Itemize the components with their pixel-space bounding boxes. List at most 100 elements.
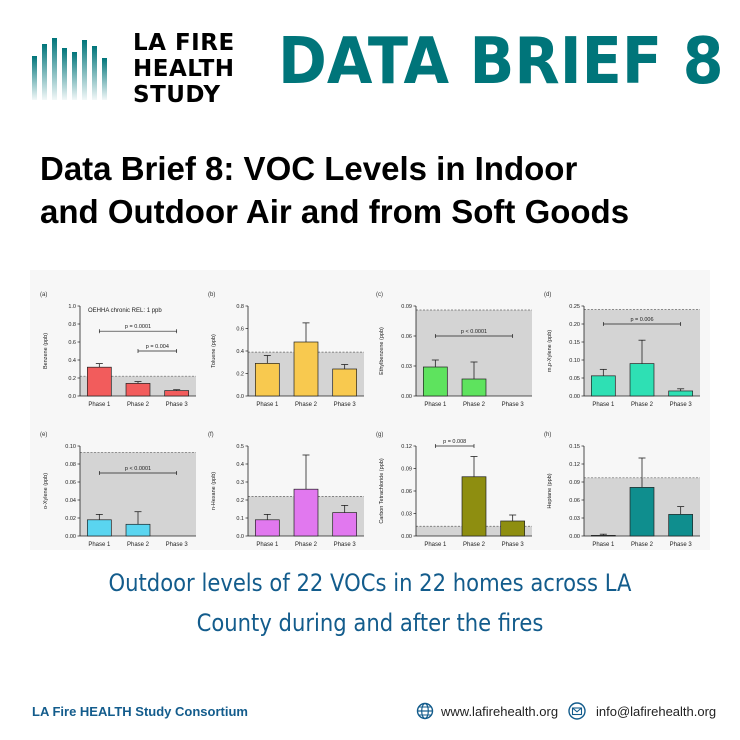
x-tick-label: Phase 3 (334, 542, 357, 548)
reference-label: OEHHA chronic REL: 1 ppb (88, 308, 162, 314)
y-tick-label: 0.10 (65, 444, 76, 450)
chart-panel: (d) 0.00 0.05 0.10 0.15 0.20 0.25 m,p-Xylene (p… (544, 292, 700, 408)
y-tick-label: 0.8 (236, 304, 244, 310)
x-tick-label: Phase 1 (88, 402, 111, 408)
y-tick-label: 0.4 (236, 349, 244, 355)
y-tick-label: 0.8 (68, 322, 76, 328)
voc-bar-charts: (a) OEHHA chronic REL: 1 ppb 0.0 0.2 0.4 0.6 0… (40, 292, 700, 548)
y-tick-label: 0.00 (401, 534, 412, 540)
panel-label: (h) (544, 432, 551, 438)
panel-label: (g) (376, 432, 383, 438)
panel-label: (c) (376, 292, 383, 298)
figure-panel: (a) OEHHA chronic REL: 1 ppb 0.0 0.2 0.4 0.6 0… (30, 270, 710, 550)
x-tick-label: Phase 2 (463, 402, 486, 408)
y-tick-label: 0.3 (236, 480, 244, 486)
website-link[interactable]: www.lafirehealth.org (441, 704, 559, 719)
y-tick-label: 1.0 (68, 304, 76, 310)
y-tick-label: 0.2 (236, 372, 244, 378)
bar (125, 523, 151, 537)
y-tick-label: 0.4 (68, 358, 76, 364)
bar (668, 390, 694, 397)
y-tick-label: 0.09 (569, 480, 580, 486)
bar (500, 520, 526, 537)
panel-label: (e) (40, 432, 47, 438)
page-title: Data Brief 8: VOC Levels in Indoor and O… (40, 147, 720, 233)
y-tick-label: 0.04 (65, 498, 76, 504)
y-axis-label: Carbon Tetrachloride (ppb) (379, 458, 385, 523)
x-tick-label: Phase 3 (334, 402, 357, 408)
y-tick-label: 0.03 (401, 512, 412, 518)
y-tick-label: 0.09 (401, 467, 412, 473)
x-tick-label: Phase 1 (592, 542, 615, 548)
x-tick-label: Phase 1 (592, 402, 615, 408)
y-tick-label: 0.03 (569, 516, 580, 522)
bar (125, 383, 151, 397)
y-tick-label: 0.02 (65, 516, 76, 522)
y-axis-label: Ethylbenzene (ppb) (379, 327, 385, 375)
bar (590, 535, 616, 537)
y-axis-label: m,p-Xylene (ppb) (547, 330, 553, 372)
bar (254, 363, 280, 397)
brief-title: DATA BRIEF 8 (278, 25, 724, 99)
x-tick-label: Phase 3 (670, 542, 693, 548)
y-tick-label: 0.03 (401, 364, 412, 370)
p-value-label: p < 0.0001 (461, 329, 487, 335)
p-value-label: p < 0.0001 (125, 466, 151, 472)
bar (629, 363, 655, 397)
p-value-label: p = 0.004 (146, 344, 169, 350)
y-axis-label: o-Xylene (ppb) (43, 473, 49, 509)
x-tick-label: Phase 2 (631, 542, 654, 548)
consortium-name: LA Fire HEALTH Study Consortium (32, 704, 248, 719)
x-tick-label: Phase 2 (295, 542, 318, 548)
y-tick-label: 0.2 (68, 376, 76, 382)
x-tick-label: Phase 1 (424, 402, 447, 408)
y-tick-label: 0.00 (569, 394, 580, 400)
chart-panel: (h) 0.00 0.03 0.06 0.09 0.12 0.15 Heptane (ppb)… (544, 432, 700, 548)
y-tick-label: 0.0 (236, 394, 244, 400)
y-tick-label: 0.15 (569, 340, 580, 346)
y-tick-label: 0.1 (236, 516, 244, 522)
chart-panel: (c) 0.00 0.03 0.06 0.09 Ethylbenzene (ppb) Pha… (376, 292, 532, 408)
x-tick-label: Phase 3 (670, 402, 693, 408)
logo-line-1: LA FIRE (133, 30, 235, 56)
panel-label: (a) (40, 292, 47, 298)
y-tick-label: 0.6 (68, 340, 76, 346)
panel-label: (d) (544, 292, 551, 298)
y-tick-label: 0.06 (401, 489, 412, 495)
y-tick-label: 0.06 (65, 480, 76, 486)
logo-wordmark: LA FIRE HEALTH STUDY (133, 30, 263, 108)
y-tick-label: 0.2 (236, 498, 244, 504)
email-link[interactable]: info@lafirehealth.org (596, 704, 717, 719)
bar (422, 366, 448, 397)
x-tick-label: Phase 2 (295, 402, 318, 408)
x-tick-label: Phase 2 (463, 542, 486, 548)
logo-line-2: HEALTH (133, 56, 235, 82)
bar (461, 476, 487, 537)
logo-line-3: STUDY (133, 82, 221, 108)
footer: LA Fire HEALTH Study Consortium www.lafi… (0, 690, 740, 740)
y-tick-label: 0.00 (65, 534, 76, 540)
envelope-icon (568, 702, 586, 720)
y-axis-label: n-Hexane (ppb) (211, 472, 217, 510)
x-tick-label: Phase 3 (166, 542, 189, 548)
y-tick-label: 0.6 (236, 327, 244, 333)
y-tick-label: 0.10 (569, 358, 580, 364)
y-tick-label: 0.06 (569, 498, 580, 504)
x-tick-label: Phase 2 (631, 402, 654, 408)
chart-panel: (b) 0.0 0.2 0.4 0.6 0.8 Toluene (ppb) Phase 1 Ph… (208, 292, 364, 408)
chart-panel: (a) OEHHA chronic REL: 1 ppb 0.0 0.2 0.4 0.6 0… (40, 292, 196, 408)
subtitle-line-2: County during and after the fires (196, 609, 544, 637)
x-tick-label: Phase 1 (256, 402, 279, 408)
bar (629, 487, 655, 537)
p-value-label: p = 0.008 (443, 439, 466, 445)
bar (86, 519, 112, 537)
bar (668, 514, 694, 537)
y-axis-label: Benzene (ppb) (43, 333, 49, 369)
y-tick-label: 0.25 (569, 304, 580, 310)
y-axis-label: Toluene (ppb) (211, 334, 217, 368)
logo-bars-icon (32, 38, 107, 100)
y-tick-label: 0.20 (569, 322, 580, 328)
header: LA FIRE HEALTH STUDY DATA BRIEF 8 (0, 0, 740, 140)
y-tick-label: 0.12 (401, 444, 412, 450)
x-tick-label: Phase 1 (424, 542, 447, 548)
